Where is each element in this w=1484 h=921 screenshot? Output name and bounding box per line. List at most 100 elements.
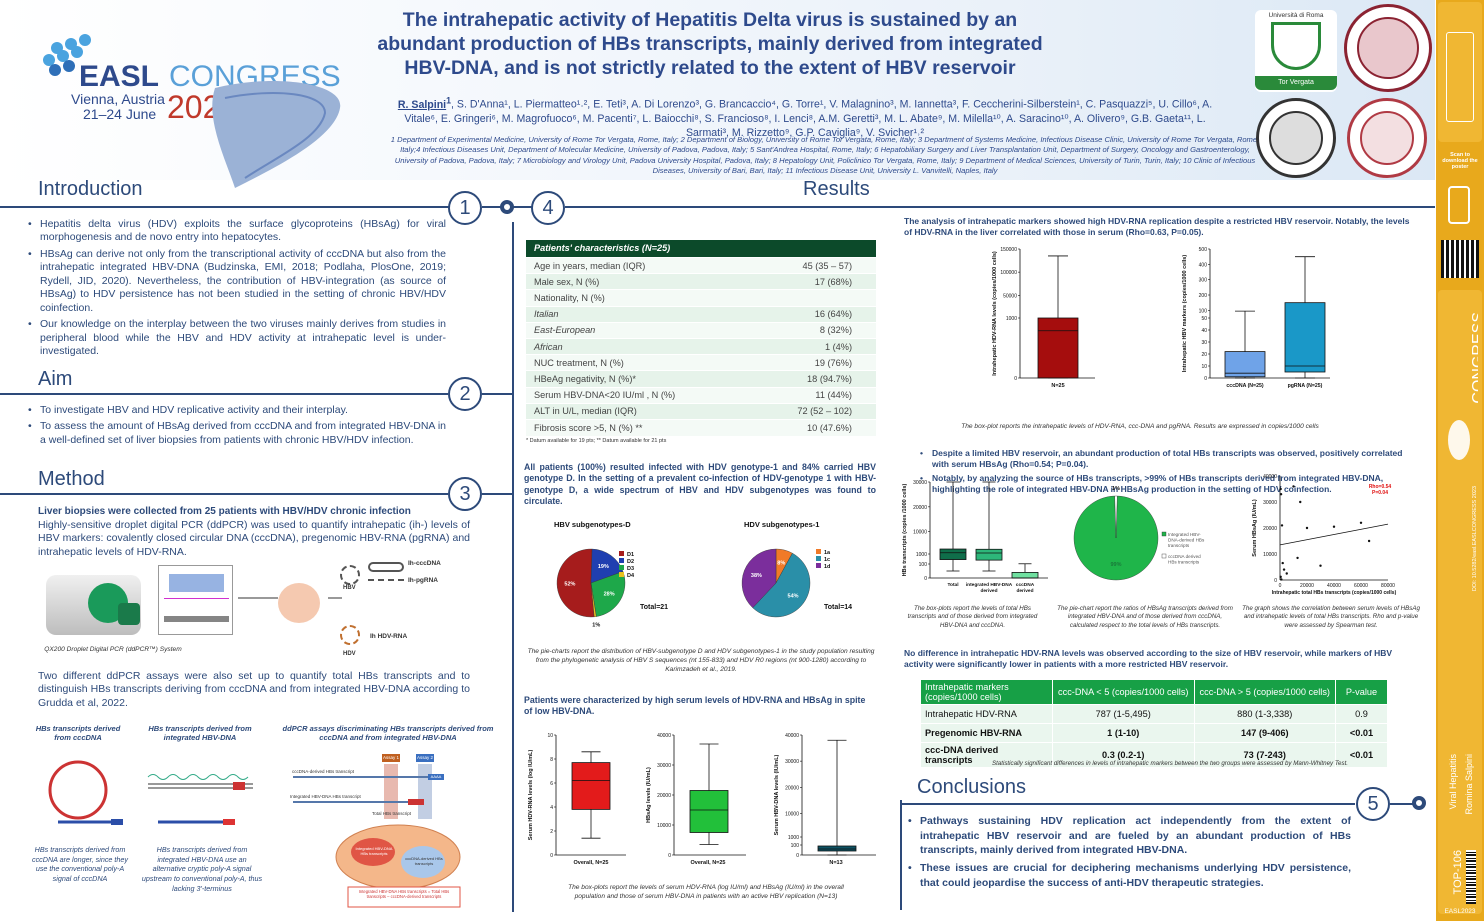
genotype-pie-panel: HBV subgenotypes-D HDV subgenotypes-1 52… [526, 518, 876, 643]
diagram1-caption: HBs transcripts derived from cccDNA are … [31, 845, 128, 884]
y-tick-label: 30000 [657, 763, 671, 769]
y-tick-label: 10000 [657, 823, 671, 829]
patients-row: Serum HBV-DNA<20 IU/ml , N (%) 11 (44%) [526, 386, 876, 404]
intrahepatic-caption: The box-plot reports the intrahepatic le… [961, 423, 1319, 430]
y-tick-label: 0 [1204, 376, 1207, 382]
uni-top-label: Università di Roma [1268, 12, 1324, 19]
y-tick-label: 150000 [1000, 247, 1017, 253]
method-heading: Method [38, 468, 105, 490]
y-tick-label: 10000 [1263, 552, 1277, 558]
y-tick-label: 40000 [785, 733, 799, 739]
poster-title: The intrahepatic activity of Hepatitis D… [377, 9, 1043, 80]
university-seal-turin [1344, 4, 1432, 92]
scatter-point [1367, 539, 1371, 543]
patients-label: NUC treatment, N (%) [526, 354, 752, 371]
pie-label: 8% [777, 561, 785, 567]
x-tick-label: 60000 [1354, 583, 1368, 589]
sidebar-logo-icon [1448, 420, 1470, 460]
hbs-source-pie: 99% 1% Integrated HBV-DNA-derived HBstrans… [1073, 486, 1205, 581]
easl-logo: EASL CONGRESS Vienna, Austria 21–24 June… [35, 28, 375, 198]
y-tick-label: 20000 [657, 793, 671, 799]
pie-slice [1114, 495, 1118, 539]
scatter-point [1279, 487, 1282, 491]
y-tick-label: 10000 [913, 530, 927, 536]
sidebar-code: TOP-106 [1452, 850, 1464, 895]
legend-label: D1 [627, 552, 634, 558]
y-tick-label: 30 [1201, 340, 1207, 346]
legend-label: cccDNA derived [1168, 554, 1201, 559]
y-tick-label: 1000 [1006, 316, 1017, 322]
y-tick-label: 0 [550, 853, 553, 859]
hbsag-correlation-scatter: 0 10000 20000 30000 40000 0 20000 40000 60000 800… [1252, 474, 1397, 596]
pie-slice [556, 548, 595, 618]
method-paragraph-1: Highly-sensitive droplet digital PCR (dd… [38, 519, 470, 558]
logo-dates: 21–24 June [83, 106, 156, 122]
diff-cell: 147 (9-406) [1193, 723, 1336, 743]
y-tick-label: 20000 [1263, 526, 1277, 532]
legend-label: DNA-derived HBs [1168, 538, 1205, 543]
aaaa-label: AAAA [430, 774, 442, 779]
patients-value: 45 (35 – 57) [751, 256, 876, 274]
pie-label: 52% [564, 582, 575, 588]
method-paragraph-2: Two different ddPCR assays were also set… [38, 670, 470, 709]
diff-cell: 787 (1-5,495) [1052, 704, 1195, 724]
intro-bullet-1: Hepatitis delta virus (HDV) exploits the… [26, 218, 446, 245]
liver-illustration [212, 80, 341, 188]
uni-bottom-label: Tor Vergata [1255, 76, 1337, 90]
ccc-transcripts-label: cccDNA-derived HBs transcripts [405, 856, 443, 866]
conclusions-list: Pathways sustaining HDV replication act … [906, 814, 1351, 893]
y-tick-label: 40000 [657, 733, 671, 739]
x-axis-label: N=25 [1051, 383, 1064, 389]
diagram2-caption: HBs transcripts derived from integrated … [141, 845, 263, 893]
intro-bullet-2: HBsAg can derive not only from the trans… [26, 248, 446, 315]
section-number-4: 4 [531, 191, 565, 225]
ih-hbv-box [1224, 351, 1266, 378]
qr-code-icon[interactable] [1441, 240, 1479, 278]
diff-col-3: ccc-DNA > 5 (copies/1000 cells) [1193, 679, 1336, 705]
int-transcript-label: Integrated HBV-DNA HBs transcript [290, 794, 361, 799]
patients-value: 72 (52 – 102) [751, 402, 876, 420]
patients-label: African [526, 337, 752, 355]
patients-row: HBeAg negativity, N (%)* 18 (94.7%) [526, 370, 876, 387]
scatter-point [1280, 524, 1284, 527]
x-tick-label: 80000 [1381, 583, 1395, 589]
y-tick-label: 400 [1199, 262, 1208, 268]
y-tick-label: 0 [1014, 376, 1017, 382]
legend-swatch [816, 549, 821, 554]
legend-label: 1d [824, 564, 830, 570]
sidebar-download-box: Scan to download the poster [1438, 148, 1482, 284]
x-category-label: cccDNA [1016, 582, 1035, 588]
y-tick-label: 8 [550, 757, 553, 763]
author-rest: , S. D'Anna¹, L. Piermatteo¹˒², E. Teti³… [404, 98, 1213, 140]
patients-value: 19 (76%) [751, 354, 876, 371]
legend-label: HBs transcripts [1168, 560, 1200, 565]
legend-swatch [619, 565, 624, 570]
hbs-caption-1: The box-plots report the levels of total… [907, 605, 1038, 629]
lead-author-affiliation: 1 [446, 95, 452, 105]
method-bold-line: Liver biopsies were collected from 25 pa… [38, 506, 411, 517]
hbs-bullet-2: Notably, by analyzing the source of HBs … [918, 473, 1416, 495]
diagram2-title: HBs transcripts derived from integrated … [148, 724, 252, 742]
cccdna-label: Ih-cccDNA [408, 560, 441, 567]
section-number-3: 3 [448, 477, 482, 511]
regression-line [1279, 523, 1389, 546]
patients-label: Nationality, N (%) [526, 289, 752, 307]
university-seal-padova [1256, 98, 1336, 178]
intro-bullet-3: Our knowledge on the interplay between t… [26, 318, 446, 358]
scatter-point [1280, 578, 1283, 581]
legend-swatch [619, 558, 624, 563]
difference-text: No difference in intrahepatic HDV-RNA le… [904, 648, 1393, 670]
patients-value: 18 (94.7%) [751, 370, 876, 387]
scatter-point [1305, 526, 1309, 530]
hbs-bullet-1: Despite a limited HBV reservoir, an abun… [918, 448, 1416, 470]
pie2-total: Total=14 [824, 604, 853, 611]
y-tick-label: 6 [550, 781, 553, 787]
pie-label: 99% [1110, 562, 1121, 568]
patients-label: ALT in U/L, median (IQR) [526, 402, 752, 420]
y-tick-label: 30000 [913, 480, 927, 486]
serum-hdv-box [571, 762, 611, 810]
legend-label: Integrated HBV- [1168, 532, 1201, 537]
diff-col-1: Intrahepatic markers (copies/1000 cells) [920, 679, 1053, 705]
